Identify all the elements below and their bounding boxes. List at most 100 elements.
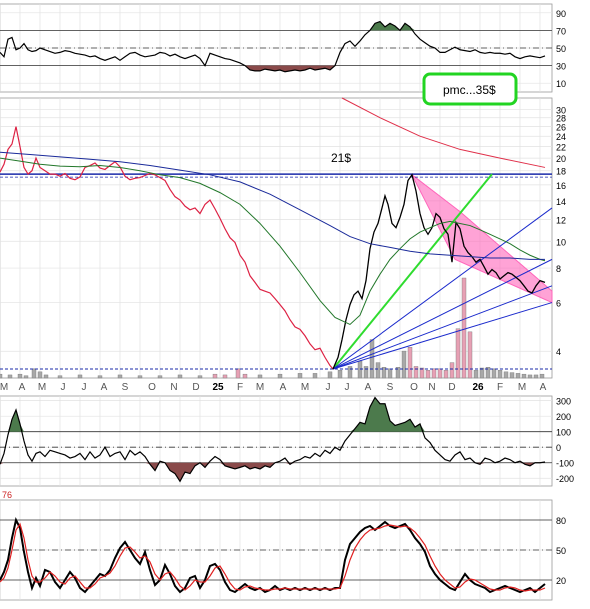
volume-bar-41 — [449, 362, 455, 379]
volume-bar-40 — [443, 370, 449, 379]
price-tick-label-4: 22 — [556, 143, 566, 153]
price-tick-label-13: 4 — [556, 347, 561, 357]
volume-bar-22 — [312, 373, 318, 379]
x-tick-label-18: S — [387, 382, 394, 393]
volume-bar-19 — [257, 374, 263, 379]
volume-bar-28 — [369, 339, 375, 379]
cci-line — [0, 396, 546, 483]
cci-positive-fill — [0, 397, 545, 432]
volume-bar-20 — [277, 373, 283, 379]
volume-bar-1 — [7, 374, 13, 379]
price-tick-label-1: 28 — [556, 114, 566, 124]
volume-bar-55 — [533, 374, 539, 379]
x-tick-label-11: F — [237, 382, 243, 393]
volume-bar-24 — [337, 370, 343, 379]
volume-bar-13 — [177, 374, 183, 379]
price-series-price — [332, 173, 546, 370]
volume-bar-2 — [17, 373, 23, 379]
price-tick-label-12: 6 — [556, 299, 561, 309]
stoch-tick-label-0: 80 — [556, 516, 566, 526]
x-tick-label-17: A — [365, 382, 372, 393]
volume-bar-47 — [485, 367, 491, 379]
volume-bar-54 — [527, 374, 533, 379]
rsi-line — [0, 20, 546, 73]
volume-bar-4 — [31, 368, 37, 379]
rsi-tick-label-0: 90 — [556, 9, 566, 19]
trend-line-0 — [332, 173, 493, 370]
annotation-box — [422, 72, 518, 106]
volume-bar-30 — [381, 367, 387, 379]
price-tick-label-0: 30 — [556, 105, 566, 115]
price-tick-label-9: 12 — [556, 215, 566, 225]
volume-bar-31 — [387, 368, 393, 379]
volume-bar-37 — [425, 370, 431, 379]
volume-bar-23 — [327, 371, 333, 379]
x-tick-label-4: J — [82, 382, 87, 393]
x-tick-label-2: M — [38, 382, 46, 393]
x-tick-label-22: 26 — [472, 382, 484, 393]
stoch-line-1 — [0, 522, 546, 592]
volume-bar-48 — [491, 368, 497, 379]
x-tick-label-19: O — [410, 382, 418, 393]
rsi-overbought-fill — [0, 21, 545, 31]
volume-bar-39 — [437, 368, 443, 379]
volume-bar-49 — [497, 370, 503, 379]
price-tick-label-10: 10 — [556, 237, 566, 247]
volume-bar-11 — [137, 375, 143, 379]
price-series-moving-average-long — [0, 151, 545, 260]
price-tick-label-11: 8 — [556, 264, 561, 274]
x-tick-label-20: N — [428, 382, 435, 393]
volume-bar-26 — [357, 360, 363, 379]
annotation-21: 21$ — [331, 151, 351, 165]
volume-bar-50 — [503, 371, 509, 379]
volume-bar-27 — [363, 366, 369, 379]
volume-bar-6 — [43, 374, 49, 379]
x-tick-label-23: F — [497, 382, 503, 393]
x-tick-label-14: M — [301, 382, 309, 393]
x-tick-label-10: 25 — [212, 382, 224, 393]
x-tick-label-1: A — [19, 382, 26, 393]
rsi-oversold-fill — [0, 65, 545, 72]
trend-line-4 — [332, 302, 553, 370]
x-tick-label-9: D — [192, 382, 199, 393]
x-tick-label-25: A — [540, 382, 547, 393]
volume-bar-34 — [407, 347, 413, 379]
price-tick-label-8: 14 — [556, 197, 566, 207]
stoch-tick-label-1: 50 — [556, 546, 566, 556]
x-tick-label-8: N — [170, 382, 177, 393]
volume-bar-36 — [419, 367, 425, 379]
volume-bar-38 — [431, 368, 437, 379]
volume-bar-33 — [401, 350, 407, 379]
price-tick-label-2: 26 — [556, 123, 566, 133]
price-tick-label-7: 16 — [556, 181, 566, 191]
trend-line-1 — [332, 207, 553, 370]
volume-bar-5 — [37, 371, 43, 379]
rsi-tick-label-3: 30 — [556, 62, 566, 72]
volume-bar-25 — [347, 366, 353, 379]
x-tick-label-3: J — [61, 382, 66, 393]
cci-tick-label-3: 0 — [556, 443, 561, 453]
volume-bar-53 — [521, 373, 527, 379]
x-tick-label-0: M — [0, 382, 8, 393]
x-tick-label-6: S — [122, 382, 129, 393]
volume-bar-15 — [212, 373, 218, 379]
price-series-moving-average-very-long — [341, 97, 546, 168]
cci-tick-label-1: 200 — [556, 412, 571, 422]
price-series-moving-average-short — [0, 157, 546, 326]
x-tick-label-12: M — [256, 382, 264, 393]
volume-bar-17 — [235, 368, 241, 379]
volume-bar-51 — [509, 372, 515, 379]
cci-tick-label-2: 100 — [556, 428, 571, 438]
pink-channel — [411, 174, 553, 304]
x-tick-label-7: O — [148, 382, 156, 393]
cci-frame — [0, 395, 553, 487]
x-tick-label-21: D — [448, 382, 455, 393]
volume-bar-16 — [222, 374, 228, 379]
volume-bar-3 — [23, 375, 29, 379]
volume-bar-44 — [467, 331, 473, 379]
price-tick-label-6: 18 — [556, 167, 566, 177]
volume-bar-14 — [197, 375, 203, 379]
cci-tick-label-0: 300 — [556, 397, 571, 407]
volume-bar-10 — [117, 374, 123, 379]
volume-bar-29 — [375, 362, 381, 379]
